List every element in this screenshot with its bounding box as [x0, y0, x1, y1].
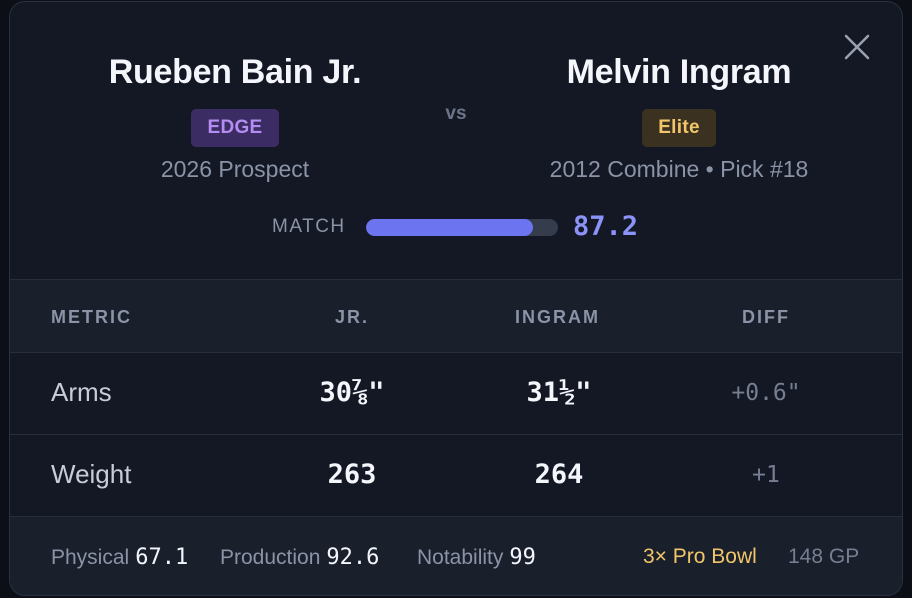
- player-left: Rueben Bain Jr. EDGE 2026 Prospect: [55, 50, 415, 184]
- header-right-player: INGRAM: [515, 307, 600, 327]
- match-label: MATCH: [272, 216, 346, 237]
- row-metric: Arms: [51, 377, 112, 407]
- row-right-value: 31½": [526, 377, 592, 408]
- row-diff: +0.6": [731, 380, 801, 406]
- player-left-name: Rueben Bain Jr.: [108, 53, 362, 91]
- close-icon[interactable]: [842, 32, 872, 62]
- row-diff: +1: [752, 462, 780, 488]
- pro-bowl-count: 3× Pro Bowl: [643, 545, 757, 568]
- production-value: 92.6: [326, 545, 380, 570]
- production-score: Production 92.6: [220, 545, 379, 570]
- comparison-table: METRIC JR. INGRAM DIFF Arms 30⅞" 31½" +0…: [10, 279, 902, 517]
- header-diff: DIFF: [742, 307, 790, 327]
- score-footer: Physical 67.1 Production 92.6 Notability 99…: [10, 517, 902, 595]
- notability-label: Notability: [417, 546, 504, 569]
- notability-value: 99: [509, 545, 536, 570]
- notability-score: Notability 99: [417, 545, 536, 570]
- row-right-value: 264: [534, 459, 584, 490]
- close-button[interactable]: [842, 32, 872, 62]
- player-right-subtitle: 2012 Combine • Pick #18: [549, 156, 809, 182]
- table-row: Arms 30⅞" 31½" +0.6": [10, 353, 902, 435]
- production-label: Production: [220, 546, 321, 569]
- header-metric: METRIC: [51, 307, 132, 327]
- row-left-value: 30⅞": [319, 377, 385, 408]
- physical-label: Physical: [51, 546, 130, 569]
- row-left-value: 263: [327, 459, 377, 490]
- row-metric: Weight: [51, 459, 132, 489]
- header-left-player: JR.: [335, 307, 370, 327]
- match-progress-bar: [366, 219, 558, 236]
- games-played: 148 GP: [788, 545, 860, 568]
- player-left-subtitle: 2026 Prospect: [160, 156, 310, 182]
- comparison-modal: Rueben Bain Jr. EDGE 2026 Prospect vs Me…: [9, 1, 903, 596]
- position-badge: EDGE: [191, 109, 279, 147]
- physical-value: 67.1: [135, 545, 189, 570]
- vs-label: vs: [445, 103, 467, 124]
- match-progress-fill: [366, 219, 534, 236]
- match-value: 87.2: [573, 211, 639, 242]
- tier-badge: Elite: [642, 109, 716, 147]
- table-row: Weight 263 264 +1: [10, 435, 902, 517]
- table-header: METRIC JR. INGRAM DIFF: [10, 279, 902, 353]
- player-right-name: Melvin Ingram: [566, 53, 792, 91]
- player-right: Melvin Ingram Elite 2012 Combine • Pick …: [499, 50, 859, 184]
- physical-score: Physical 67.1: [51, 545, 188, 570]
